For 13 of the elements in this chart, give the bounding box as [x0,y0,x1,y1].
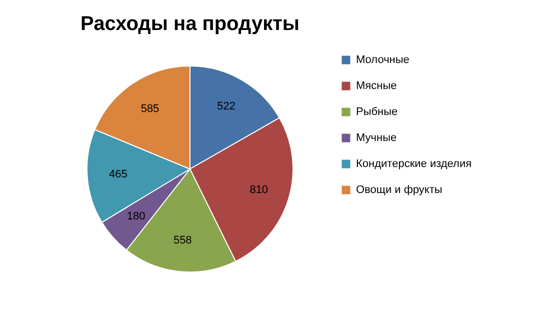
legend-label: Рыбные [356,106,398,118]
chart-title: Расходы на продукты [80,13,300,35]
data-label: 558 [173,234,192,247]
data-label: 810 [250,184,268,196]
legend-label: Мучные [356,132,397,144]
data-label: 522 [216,100,236,113]
data-label: 465 [109,168,128,180]
legend-label: Кондитерские изделия [356,158,472,170]
data-label: 180 [126,210,146,223]
legend-label: Молочные [356,54,410,66]
legend-label: Мясные [356,80,397,92]
data-label: 585 [140,103,160,116]
legend-label: Овощи и фрукты [356,184,442,196]
